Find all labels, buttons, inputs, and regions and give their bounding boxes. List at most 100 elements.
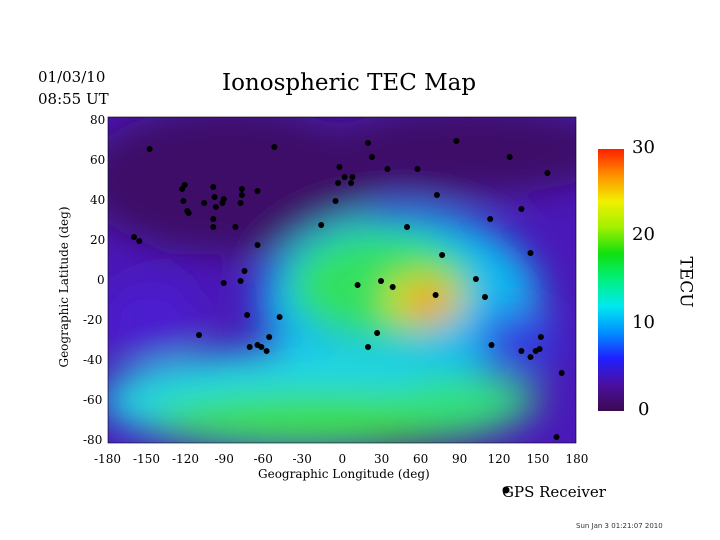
- gps-receiver-marker: [185, 210, 192, 216]
- gps-receiver-marker: [263, 348, 270, 354]
- gps-receiver-marker: [241, 268, 248, 274]
- gps-receiver-marker: [433, 192, 440, 198]
- gps-receiver-marker: [365, 140, 371, 146]
- y-axis-label: Geographic Latitude (deg): [57, 206, 71, 368]
- x-tick-label: -120: [172, 452, 199, 466]
- gps-receiver-marker: [341, 174, 348, 180]
- gps-receiver-marker: [378, 278, 384, 284]
- gps-receiver-marker: [536, 346, 543, 352]
- gps-receiver-marker: [544, 170, 551, 176]
- x-tick-label: 150: [526, 452, 550, 466]
- gps-receiver-marker: [472, 276, 479, 282]
- x-tick-label: 90: [452, 452, 468, 466]
- colorbar-tick-label: 0: [638, 399, 650, 420]
- gps-receiver-marker: [335, 180, 342, 186]
- legend-marker-icon: [502, 486, 510, 494]
- map-frame: [107, 116, 577, 444]
- gps-receiver-marker: [254, 242, 261, 248]
- gps-receiver-marker: [439, 252, 446, 258]
- x-tick-label: 60: [413, 452, 429, 466]
- gps-receiver-marker: [220, 280, 227, 286]
- x-tick-label: 30: [374, 452, 390, 466]
- gps-receiver-marker: [232, 224, 239, 230]
- gps-receiver-marker: [238, 192, 245, 198]
- y-tick-label: 0: [97, 273, 105, 287]
- gps-receiver-marker: [332, 198, 339, 204]
- gps-receiver-marker: [389, 284, 396, 290]
- gps-receiver-marker: [368, 154, 375, 160]
- colorbar-tick-label: 10: [632, 311, 655, 333]
- gps-receiver-marker: [201, 200, 208, 206]
- gps-receiver-marker: [558, 370, 565, 376]
- x-tick-label: -60: [253, 452, 273, 466]
- gps-receiver-marker: [219, 200, 226, 206]
- gps-receiver-marker: [365, 344, 371, 350]
- gps-receiver-marker: [537, 334, 544, 340]
- gps-receiver-marker: [146, 146, 153, 152]
- x-tick-label: 120: [487, 452, 511, 466]
- y-tick-label: 20: [90, 233, 106, 247]
- tec-heatmap: [108, 117, 576, 443]
- gps-receiver-marker: [374, 330, 381, 336]
- gps-receiver-marker: [487, 216, 494, 222]
- timestamp: Sun Jan 3 01:21:07 2010: [576, 522, 663, 530]
- gps-receiver-marker: [276, 314, 283, 320]
- y-tick-label: -60: [83, 393, 103, 407]
- gps-receiver-marker: [488, 342, 495, 348]
- colorbar-tick-label: 30: [632, 137, 655, 158]
- gps-receiver-marker: [384, 166, 391, 172]
- gps-receiver-marker: [336, 164, 343, 170]
- gps-receiver-marker: [258, 344, 265, 350]
- gps-receivers: [131, 138, 565, 440]
- date-time-label: 01/03/10 08:55 UT: [38, 66, 109, 110]
- gps-receiver-marker: [518, 206, 525, 212]
- gps-receiver-marker: [237, 200, 244, 206]
- gps-receiver-marker: [432, 292, 439, 298]
- gps-receiver-marker: [210, 224, 217, 230]
- gps-receiver-marker: [414, 166, 421, 172]
- x-axis-label: Geographic Longitude (deg): [258, 467, 430, 481]
- gps-receiver-marker: [453, 138, 460, 144]
- gps-receiver-marker: [271, 144, 278, 150]
- date-label: 01/03/10: [38, 68, 106, 86]
- gps-receiver-marker: [354, 282, 361, 288]
- legend-label: GPS Receiver: [502, 483, 606, 501]
- gps-receiver-marker: [518, 348, 525, 354]
- gps-receiver-marker: [254, 188, 261, 194]
- y-tick-label: 60: [90, 153, 106, 167]
- gps-receiver-marker: [349, 174, 356, 180]
- x-tick-label: 180: [565, 452, 589, 466]
- gps-receiver-marker: [527, 250, 534, 256]
- gps-receiver-marker: [210, 216, 217, 222]
- x-tick-label: -180: [94, 452, 121, 466]
- colorbar-tick-label: 20: [632, 224, 655, 246]
- gps-receiver-marker: [212, 204, 219, 210]
- gps-receiver-marker: [179, 186, 186, 192]
- x-tick-label: -150: [133, 452, 160, 466]
- y-tick-label: -80: [83, 433, 103, 447]
- chart-title: Ionospheric TEC Map: [222, 70, 477, 96]
- x-tick-label: 0: [338, 452, 347, 466]
- gps-receiver-marker: [266, 334, 273, 340]
- gps-receiver-marker: [527, 354, 534, 360]
- gps-receiver-marker: [237, 278, 244, 284]
- gps-receiver-marker: [553, 434, 560, 440]
- gps-receiver-marker: [238, 186, 245, 192]
- x-tick-label: -90: [214, 452, 234, 466]
- gps-receiver-marker: [136, 238, 143, 244]
- colorbar-label: TECU: [675, 256, 696, 308]
- y-tick-label: -40: [83, 353, 103, 367]
- gps-receiver-marker: [210, 184, 217, 190]
- gps-receiver-marker: [246, 344, 253, 350]
- gps-receiver-marker: [211, 194, 218, 200]
- gps-receiver-marker: [244, 312, 251, 318]
- gps-receiver-marker: [404, 224, 410, 230]
- colorbar: [598, 149, 624, 411]
- gps-receiver-marker: [318, 222, 325, 228]
- time-label: 08:55 UT: [38, 90, 109, 108]
- gps-receiver-marker: [196, 332, 202, 338]
- gps-receiver-marker: [506, 154, 513, 160]
- gps-receiver-marker: [482, 294, 488, 300]
- gps-receiver-marker: [180, 198, 187, 204]
